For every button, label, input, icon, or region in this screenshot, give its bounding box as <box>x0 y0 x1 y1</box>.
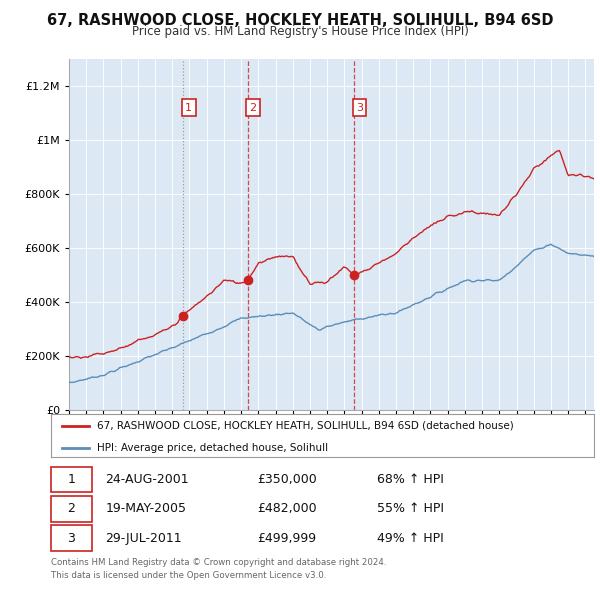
Text: Contains HM Land Registry data © Crown copyright and database right 2024.: Contains HM Land Registry data © Crown c… <box>51 558 386 566</box>
Text: 3: 3 <box>356 103 363 113</box>
Text: 19-MAY-2005: 19-MAY-2005 <box>106 502 187 516</box>
Text: 2: 2 <box>250 103 257 113</box>
Text: £482,000: £482,000 <box>257 502 317 516</box>
Text: 68% ↑ HPI: 68% ↑ HPI <box>377 473 443 486</box>
Text: 1: 1 <box>185 103 192 113</box>
Text: 29-JUL-2011: 29-JUL-2011 <box>106 532 182 545</box>
FancyBboxPatch shape <box>51 467 92 493</box>
Text: Price paid vs. HM Land Registry's House Price Index (HPI): Price paid vs. HM Land Registry's House … <box>131 25 469 38</box>
Text: 3: 3 <box>67 532 76 545</box>
Text: 55% ↑ HPI: 55% ↑ HPI <box>377 502 444 516</box>
Text: 49% ↑ HPI: 49% ↑ HPI <box>377 532 443 545</box>
Text: 1: 1 <box>67 473 76 486</box>
FancyBboxPatch shape <box>51 496 92 522</box>
Text: 2: 2 <box>67 502 76 516</box>
Text: HPI: Average price, detached house, Solihull: HPI: Average price, detached house, Soli… <box>97 442 328 453</box>
Text: £499,999: £499,999 <box>257 532 316 545</box>
Text: This data is licensed under the Open Government Licence v3.0.: This data is licensed under the Open Gov… <box>51 571 326 579</box>
Text: 67, RASHWOOD CLOSE, HOCKLEY HEATH, SOLIHULL, B94 6SD (detached house): 67, RASHWOOD CLOSE, HOCKLEY HEATH, SOLIH… <box>97 421 514 431</box>
FancyBboxPatch shape <box>51 525 92 551</box>
Text: £350,000: £350,000 <box>257 473 317 486</box>
Text: 24-AUG-2001: 24-AUG-2001 <box>106 473 189 486</box>
Text: 67, RASHWOOD CLOSE, HOCKLEY HEATH, SOLIHULL, B94 6SD: 67, RASHWOOD CLOSE, HOCKLEY HEATH, SOLIH… <box>47 13 553 28</box>
